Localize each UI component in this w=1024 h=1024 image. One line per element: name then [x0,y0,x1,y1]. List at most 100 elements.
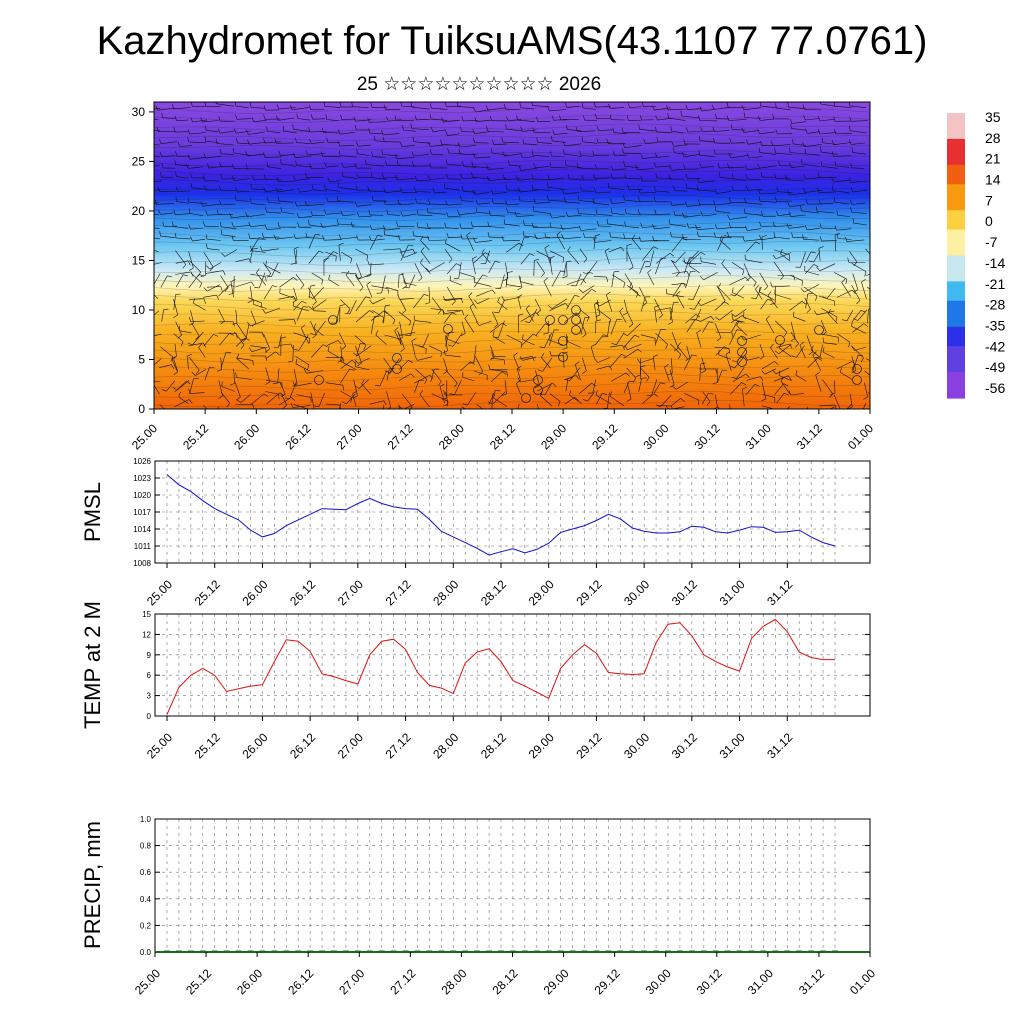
wind-barb-flag [323,257,329,260]
wind-barb [780,380,791,395]
colorbar-swatch [947,229,965,237]
wind-barb [234,178,251,181]
wind-barb-flag [460,126,462,132]
x-tick-label: 31.00 [717,577,748,608]
wind-barb-flag [761,235,767,238]
wind-barb-flag [445,200,448,206]
wind-barb-flag [853,318,858,321]
wind-barb [220,275,229,288]
wind-barb [338,332,346,347]
wind-barb-flag [850,187,854,193]
wind-barb-flag [571,285,577,287]
wind-barb [476,212,491,214]
wind-barb [447,203,463,206]
wind-barb [508,119,522,122]
wind-barb-flag [685,173,688,179]
wind-barb [579,200,596,203]
wind-barb [156,203,175,205]
wind-barb [719,167,733,169]
y-tick-label: 15 [142,610,151,619]
wind-barb-flag [715,368,718,374]
wind-barb-flag [790,338,796,342]
wind-barb-flag [544,233,547,238]
wind-barb [353,379,358,396]
wind-barb-flag [849,116,852,122]
wind-barb-flag [827,308,831,314]
wind-barb [236,357,253,361]
wind-barb [505,272,509,288]
wind-barb [623,299,628,313]
wind-barb [203,294,217,298]
wind-barb [774,294,792,300]
wind-barb-flag [544,244,550,249]
wind-barb-flag [381,149,383,155]
wind-barb-flag [799,341,804,346]
wind-barb-flag [842,319,848,322]
wind-barb [190,392,205,394]
wind-barb-flag [616,318,622,320]
wind-barb-flag [789,118,793,124]
wind-barb-flag [399,273,405,276]
wind-barb [325,382,343,386]
wind-barb [689,265,700,274]
wind-barb-flag [443,403,449,407]
wind-barb-flag [565,160,567,166]
wind-barb [674,215,688,217]
wind-barb-flag [263,138,266,144]
wind-barb [520,189,537,193]
wind-barb [204,366,210,381]
wind-barb-flag [310,114,313,120]
wind-barb [340,132,355,135]
colorbar-swatch [947,274,965,282]
wind-barb [837,333,851,343]
wind-barb [772,144,791,147]
wind-barb-flag [187,342,193,346]
wind-barb-flag [297,222,300,228]
wind-barb [655,190,671,193]
wind-barb [788,106,806,110]
wind-barb [731,142,745,144]
wind-barb [776,343,790,348]
wind-barb-flag [486,175,490,181]
wind-barb-flag [147,222,148,227]
wind-barb [516,368,521,381]
wind-barb [251,188,266,191]
wind-barb-flag [236,399,241,403]
wind-barb [654,298,663,316]
wind-barb-flag [385,160,388,166]
wind-barb-flag [548,305,553,309]
wind-barb-flag [784,331,788,337]
wind-barb-flag [575,126,578,132]
wind-barb [171,359,178,371]
wind-barb-flag [292,381,296,387]
wind-barb-flag [287,360,293,363]
isoline [154,355,870,364]
wind-barb-flag [416,209,419,215]
x-tick-label: 29.00 [541,966,572,997]
isoline [154,381,870,391]
wind-barb-flag [803,115,806,121]
wind-barb [221,165,234,168]
wind-barb-flag [701,370,706,374]
wind-barb [857,309,868,321]
wind-barb [383,305,386,324]
calm-circle [737,347,747,357]
wind-barb-flag [279,392,285,396]
wind-barb-flag [473,107,476,113]
wind-barb [356,343,361,357]
wind-barb [513,355,520,372]
wind-barb-flag [337,340,342,345]
wind-barb-flag [190,117,193,123]
wind-barb-flag [785,174,787,180]
wind-barb [306,203,325,206]
wind-barb-flag [356,148,358,154]
wind-barb-flag [218,185,221,191]
wind-barb [414,263,423,278]
wind-barb-flag [682,238,688,241]
wind-barb [580,228,597,231]
wind-barb [154,237,161,240]
wind-barb [179,330,192,334]
wind-barb-flag [539,346,545,348]
wind-barb-flag [543,332,549,335]
wind-barb-flag [726,102,729,108]
